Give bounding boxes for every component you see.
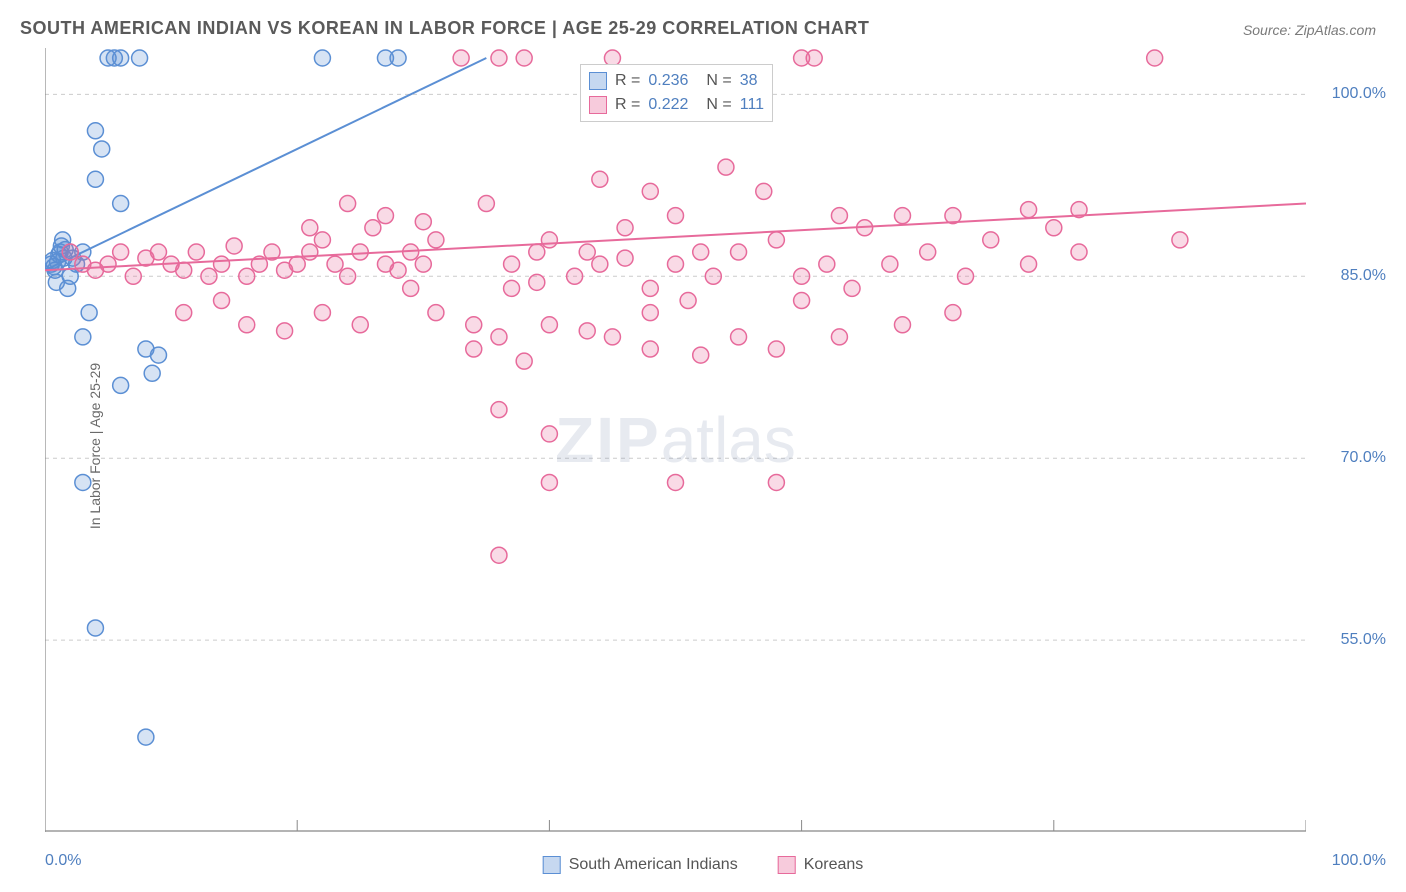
legend-item: South American Indians (543, 856, 738, 874)
legend-item: Koreans (778, 856, 864, 874)
n-label: N = (706, 96, 731, 114)
legend-swatch (778, 856, 796, 874)
correlation-legend: R = 0.236 N = 38 R = 0.222 N = 111 (580, 64, 773, 122)
x-tick-label: 100.0% (1332, 852, 1386, 870)
r-value: 0.222 (648, 96, 688, 114)
r-label: R = (615, 96, 640, 114)
legend-swatch (589, 96, 607, 114)
r-value: 0.236 (648, 72, 688, 90)
n-value: 38 (740, 72, 758, 90)
y-tick-label: 55.0% (1341, 631, 1386, 649)
legend-row: R = 0.236 N = 38 (589, 69, 764, 93)
y-tick-label: 100.0% (1332, 85, 1386, 103)
chart-area: ZIPatlas (45, 48, 1306, 832)
scatter-plot (45, 48, 1306, 832)
chart-title: SOUTH AMERICAN INDIAN VS KOREAN IN LABOR… (20, 18, 869, 39)
legend-swatch (589, 72, 607, 90)
legend-label: Koreans (804, 856, 864, 874)
y-tick-label: 85.0% (1341, 267, 1386, 285)
source-attribution: Source: ZipAtlas.com (1243, 22, 1376, 38)
r-label: R = (615, 72, 640, 90)
series-legend: South American Indians Koreans (543, 856, 864, 874)
legend-row: R = 0.222 N = 111 (589, 93, 764, 117)
n-label: N = (706, 72, 731, 90)
legend-label: South American Indians (569, 856, 738, 874)
legend-swatch (543, 856, 561, 874)
y-tick-label: 70.0% (1341, 449, 1386, 467)
n-value: 111 (740, 96, 764, 114)
x-tick-label: 0.0% (45, 852, 81, 870)
